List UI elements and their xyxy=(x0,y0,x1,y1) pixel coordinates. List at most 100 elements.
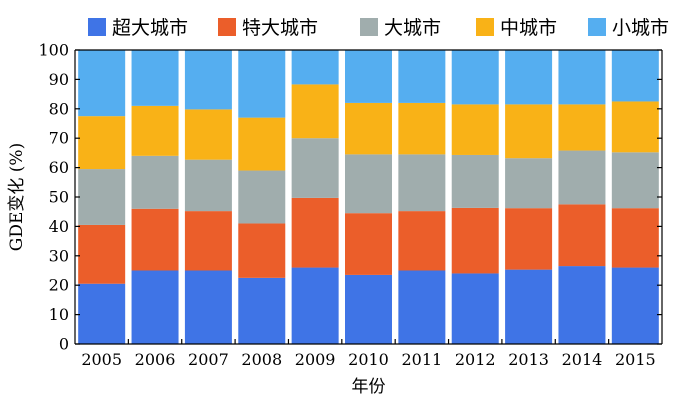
bar-segment xyxy=(398,211,446,271)
bar-stack-2005 xyxy=(78,50,126,344)
x-tick-label: 2009 xyxy=(295,350,336,369)
bar-segment xyxy=(184,50,232,110)
bar-segment xyxy=(291,267,339,344)
legend-swatch xyxy=(360,18,378,36)
legend-swatch xyxy=(588,18,606,36)
bar-segment xyxy=(558,266,606,344)
legend-label: 小城市 xyxy=(612,17,669,39)
bar-segment xyxy=(238,277,286,344)
bar-segment xyxy=(505,158,553,209)
bar-segment xyxy=(78,224,126,284)
y-tick-label: 100 xyxy=(38,41,69,60)
legend-item: 中城市 xyxy=(476,17,557,39)
bar-segment xyxy=(558,104,606,151)
bar-segment xyxy=(184,109,232,160)
bar-segment xyxy=(345,213,392,275)
x-tick-label: 2011 xyxy=(402,350,443,369)
bar-segment xyxy=(345,102,392,155)
x-tick-label: 2013 xyxy=(508,350,549,369)
bar-stack-2006 xyxy=(131,50,179,344)
y-tick-label: 10 xyxy=(49,305,69,324)
y-tick-label: 50 xyxy=(49,188,69,207)
bar-segment xyxy=(398,102,446,155)
legend-item: 超大城市 xyxy=(88,17,188,39)
legend-item: 大城市 xyxy=(360,17,441,39)
bar-segment xyxy=(131,208,179,271)
legend-item: 特大城市 xyxy=(218,17,318,39)
bar-segment xyxy=(238,50,286,118)
bar-stacks xyxy=(78,50,659,344)
bar-segment xyxy=(398,270,446,344)
bar-segment xyxy=(451,273,499,344)
bar-segment xyxy=(505,104,553,159)
legend-swatch xyxy=(476,18,494,36)
x-tick-label: 2007 xyxy=(188,350,229,369)
y-tick-label: 90 xyxy=(49,70,69,89)
x-tick-label: 2010 xyxy=(348,350,389,369)
bar-segment xyxy=(131,270,179,344)
bar-segment xyxy=(184,159,232,212)
bar-stack-2009 xyxy=(291,50,339,344)
bar-segment xyxy=(398,50,446,103)
bar-stack-2014 xyxy=(558,50,606,344)
bar-segment xyxy=(291,50,339,85)
bar-segment xyxy=(611,50,659,102)
bar-segment xyxy=(558,50,606,105)
bar-stack-2011 xyxy=(398,50,446,344)
bar-stack-2015 xyxy=(611,50,659,344)
bar-segment xyxy=(131,50,179,106)
legend-label: 超大城市 xyxy=(112,17,188,39)
bar-segment xyxy=(78,116,126,170)
legend-item: 小城市 xyxy=(588,17,669,39)
bar-segment xyxy=(451,50,499,105)
x-axis-ticks: 2005 2006 2007 2008 2009 2010 2011 2012 2013 2014… xyxy=(81,339,656,369)
bar-segment xyxy=(611,208,659,268)
bar-segment xyxy=(78,169,126,225)
bar-segment xyxy=(558,150,606,205)
x-tick-label: 2006 xyxy=(135,350,176,369)
bar-stack-2013 xyxy=(505,50,553,344)
bar-segment xyxy=(451,104,499,155)
y-axis-ticks: 0 10 20 30 40 50 60 70 80 90 100 xyxy=(38,41,662,354)
bar-stack-2007 xyxy=(184,50,232,344)
legend-label: 特大城市 xyxy=(242,17,318,39)
x-tick-label: 2008 xyxy=(241,350,282,369)
bar-segment xyxy=(345,274,392,344)
bar-segment xyxy=(345,50,392,103)
bar-segment xyxy=(78,50,126,117)
bar-segment xyxy=(505,50,553,105)
bar-segment xyxy=(505,208,553,270)
y-tick-label: 60 xyxy=(49,158,69,177)
bar-segment xyxy=(611,267,659,344)
y-tick-label: 0 xyxy=(59,335,69,354)
bar-segment xyxy=(291,84,339,139)
x-axis-title: 年份 xyxy=(352,377,386,397)
bar-segment xyxy=(291,197,339,268)
y-tick-label: 80 xyxy=(49,99,69,118)
bar-segment xyxy=(78,283,126,344)
bar-segment xyxy=(558,204,606,267)
bar-segment xyxy=(291,138,339,198)
legend-label: 中城市 xyxy=(500,17,557,39)
bar-stack-2010 xyxy=(345,50,392,344)
bar-stack-2008 xyxy=(238,50,286,344)
x-tick-label: 2014 xyxy=(562,350,603,369)
bar-segment xyxy=(131,155,179,209)
legend-swatch xyxy=(88,18,106,36)
y-axis-title: GDE变化 (%) xyxy=(7,143,27,251)
chart-legend: 超大城市 特大城市 大城市 中城市 小城市 xyxy=(88,17,669,39)
bar-segment xyxy=(451,154,499,208)
legend-label: 大城市 xyxy=(384,17,441,39)
y-tick-label: 30 xyxy=(49,246,69,265)
bar-segment xyxy=(611,101,659,153)
y-tick-label: 20 xyxy=(49,276,69,295)
bar-segment xyxy=(238,223,286,278)
x-tick-label: 2015 xyxy=(615,350,656,369)
bar-segment xyxy=(238,117,286,171)
bar-segment xyxy=(398,154,446,212)
bar-segment xyxy=(505,269,553,344)
bar-segment xyxy=(238,170,286,224)
x-tick-label: 2005 xyxy=(81,350,122,369)
bar-segment xyxy=(184,211,232,271)
